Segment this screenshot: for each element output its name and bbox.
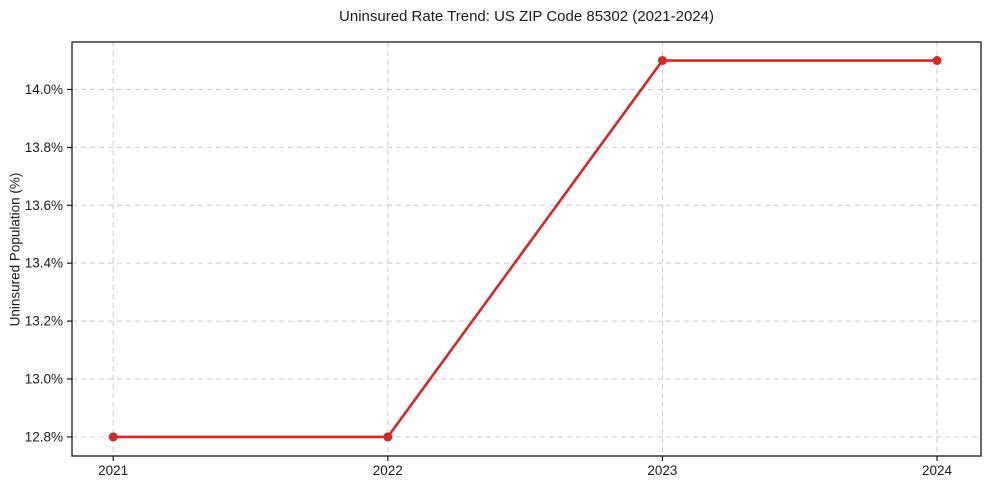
x-tick-label: 2022 <box>373 463 403 478</box>
y-tick-label: 13.4% <box>25 256 63 271</box>
data-point-2021 <box>108 432 118 442</box>
x-tick-label: 2024 <box>922 463 953 478</box>
y-tick-label: 13.6% <box>25 198 63 213</box>
x-tick-label: 2021 <box>98 463 128 478</box>
y-tick-label: 13.8% <box>25 140 63 155</box>
trend-line <box>111 59 939 439</box>
data-point-2023 <box>657 56 667 66</box>
plot-border <box>71 41 982 457</box>
y-tick-label: 12.8% <box>25 429 63 444</box>
y-tick-label: 13.2% <box>25 314 63 329</box>
data-point-2024 <box>932 56 942 66</box>
y-tick-label: 14.0% <box>25 82 63 97</box>
x-tick-label: 2023 <box>647 463 677 478</box>
chart-title: Uninsured Rate Trend: US ZIP Code 85302 … <box>339 8 714 25</box>
y-tick-label: 13.0% <box>25 371 63 386</box>
data-point-2022 <box>383 432 393 442</box>
